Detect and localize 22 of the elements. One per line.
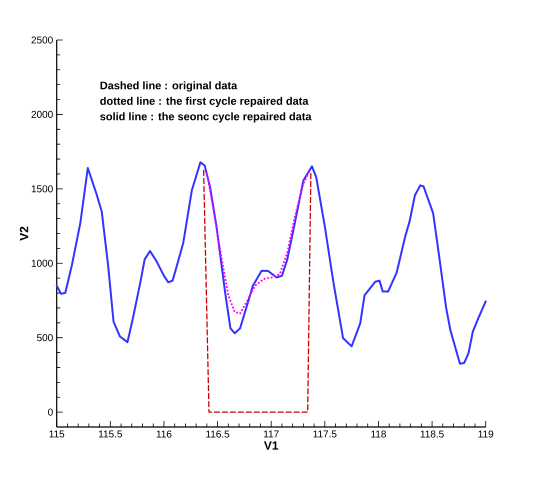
y-tick-label: 2500 xyxy=(32,36,53,44)
y-tick-label: 1000 xyxy=(32,260,53,267)
annotation: dotted line : the first cycle repaired data xyxy=(100,96,309,108)
x-tick-label: 119 xyxy=(478,430,494,438)
y-tick-label: 2000 xyxy=(32,110,53,118)
line-series xyxy=(56,161,487,365)
x-tick-label: 117.5 xyxy=(313,430,337,438)
line-series xyxy=(206,171,310,315)
x-tick-label: 118.5 xyxy=(420,430,444,438)
annotation: Dashed line : original data xyxy=(100,81,238,92)
y-axis-title: V2 xyxy=(20,226,28,241)
x-tick-label: 116 xyxy=(156,430,172,438)
x-tick-label: 116.5 xyxy=(206,430,230,438)
x-tick-label: 115 xyxy=(50,430,64,438)
annotation: solid line : the seonc cycle repaired data xyxy=(100,112,312,122)
x-tick-label: 118 xyxy=(371,430,386,438)
y-tick-label: 0 xyxy=(48,408,53,416)
x-tick-label: 117 xyxy=(264,430,279,438)
y-tick-label: 1500 xyxy=(32,185,53,192)
y-tick-label: 500 xyxy=(36,334,53,342)
x-axis-title: V1 xyxy=(264,441,278,450)
x-tick-label: 115.5 xyxy=(98,430,122,438)
